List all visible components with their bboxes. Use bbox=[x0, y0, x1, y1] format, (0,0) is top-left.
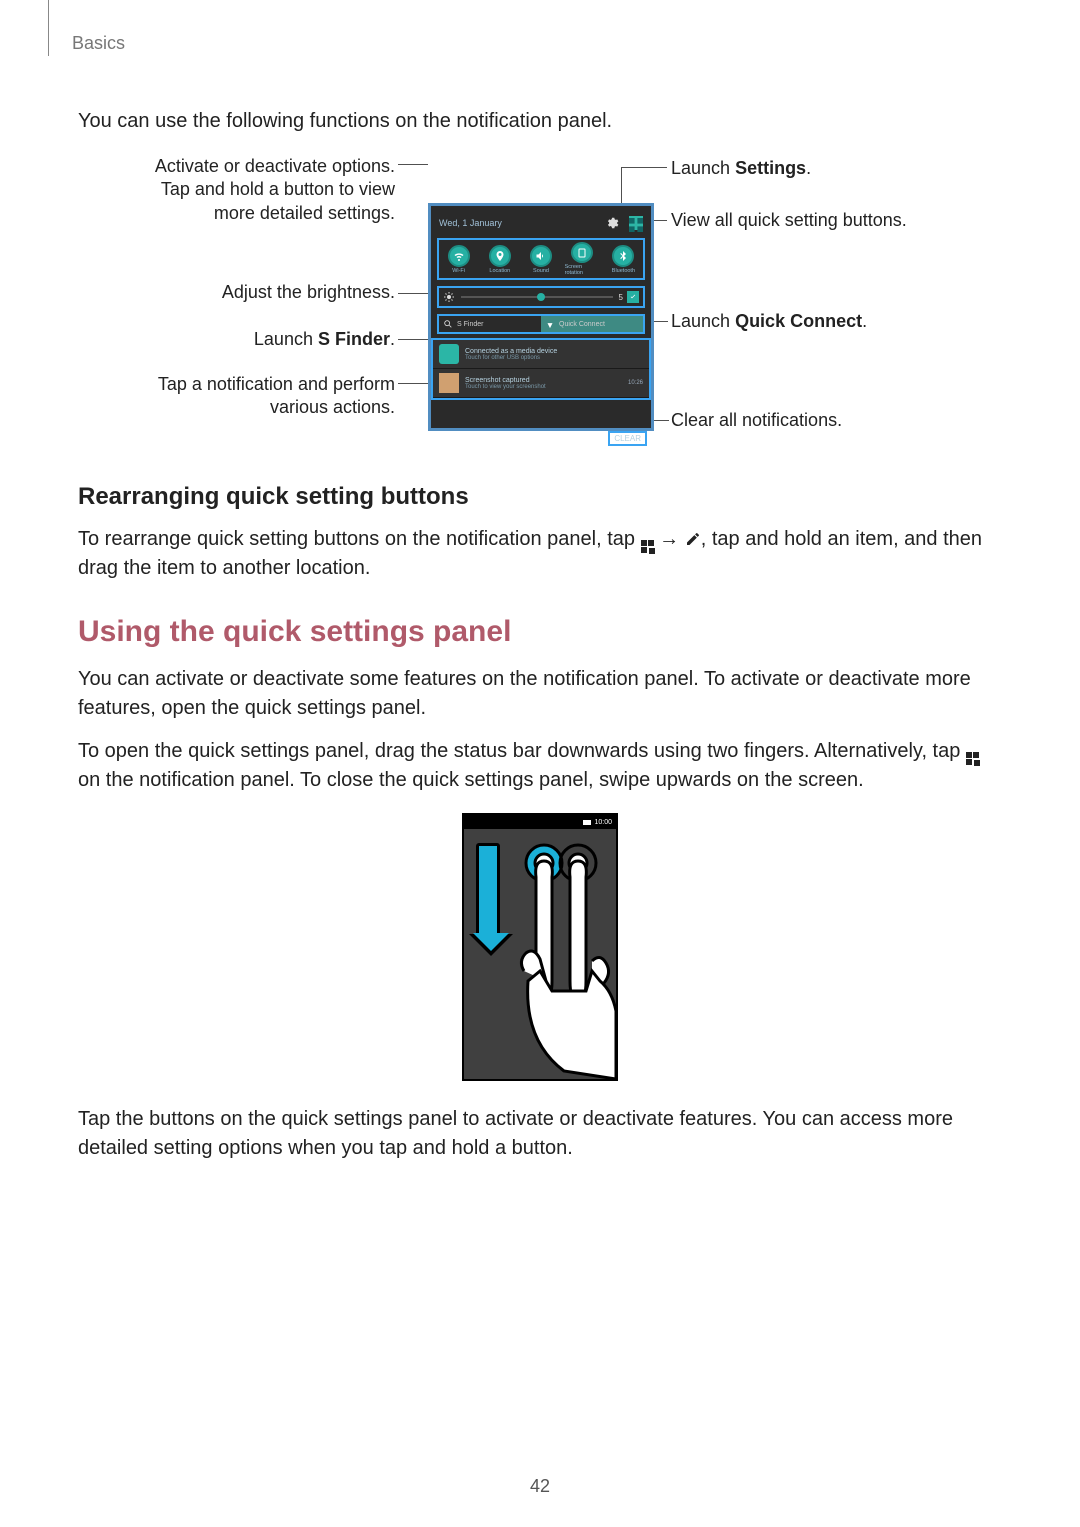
using-p3: Tap the buttons on the quick settings pa… bbox=[78, 1105, 1002, 1163]
qs-bluetooth: Bluetooth bbox=[606, 242, 641, 276]
using-p1: You can activate or deactivate some feat… bbox=[78, 665, 1002, 723]
notif-icon bbox=[439, 373, 459, 393]
clear-button: CLEAR bbox=[608, 431, 647, 446]
battery-icon bbox=[583, 820, 591, 825]
notification-panel-diagram: Activate or deactivate options. Tap and … bbox=[125, 153, 955, 443]
notif-title: Screenshot captured bbox=[465, 377, 546, 384]
qs-rotation: Screen rotation bbox=[565, 242, 600, 276]
header-rule bbox=[48, 0, 49, 56]
settings-pre: Launch bbox=[671, 158, 735, 178]
notification-list: Connected as a media device Touch for ot… bbox=[431, 338, 651, 400]
lead-options bbox=[398, 164, 428, 165]
grid-icon bbox=[641, 540, 654, 553]
callout-quickconnect: Launch Quick Connect. bbox=[671, 310, 867, 333]
finder-connect-row: S Finder Quick Connect bbox=[437, 314, 645, 334]
qc-post: . bbox=[862, 311, 867, 331]
using-heading: Using the quick settings panel bbox=[78, 615, 1002, 649]
list-item: Connected as a media device Touch for ot… bbox=[433, 340, 649, 369]
quick-settings-row: Wi-Fi Location Sound Screen rotation Blu… bbox=[437, 238, 645, 280]
notif-sub: Touch to view your screenshot bbox=[465, 384, 546, 390]
page-number: 42 bbox=[0, 1476, 1080, 1497]
gear-icon bbox=[605, 216, 619, 230]
callout-notif: Tap a notification and perform various a… bbox=[125, 373, 395, 420]
lead-notif bbox=[398, 383, 428, 384]
using-p2b: on the notification panel. To close the … bbox=[78, 769, 864, 791]
pencil-icon bbox=[685, 527, 701, 543]
auto-brightness-icon bbox=[627, 291, 639, 303]
quickconnect-label: Quick Connect bbox=[559, 321, 605, 328]
sfinder-bold: S Finder bbox=[318, 329, 390, 349]
qs-wifi: Wi-Fi bbox=[441, 242, 476, 276]
sfinder-post: . bbox=[390, 329, 395, 349]
qc-pre: Launch bbox=[671, 311, 735, 331]
hand-icon bbox=[504, 841, 616, 1079]
qc-bold: Quick Connect bbox=[735, 311, 862, 331]
callout-options: Activate or deactivate options. Tap and … bbox=[125, 155, 395, 225]
using-p2: To open the quick settings panel, drag t… bbox=[78, 737, 1002, 795]
rearranging-paragraph: To rearrange quick setting buttons on th… bbox=[78, 525, 1002, 583]
rearranging-heading: Rearranging quick setting buttons bbox=[78, 483, 1002, 511]
settings-bold: Settings bbox=[735, 158, 806, 178]
grid-icon bbox=[629, 216, 643, 230]
intro-text: You can use the following functions on t… bbox=[78, 110, 1002, 133]
notif-title: Connected as a media device bbox=[465, 348, 557, 355]
brightness-row: 5 bbox=[437, 286, 645, 308]
using-p2a: To open the quick settings panel, drag t… bbox=[78, 740, 966, 762]
status-time: 10:00 bbox=[594, 819, 612, 826]
section-name: Basics bbox=[72, 33, 125, 54]
qs-location: Location bbox=[482, 242, 517, 276]
notif-sub: Touch for other USB options bbox=[465, 355, 557, 361]
brightness-slider bbox=[461, 296, 613, 298]
brightness-value: 5 bbox=[619, 293, 623, 302]
lead-settings-h bbox=[621, 167, 667, 168]
swipe-down-arrow-icon bbox=[476, 843, 500, 937]
sfinder-cell: S Finder bbox=[439, 316, 541, 332]
list-item: Screenshot captured Touch to view your s… bbox=[433, 369, 649, 398]
notif-icon bbox=[439, 344, 459, 364]
callout-sfinder: Launch S Finder. bbox=[125, 328, 395, 351]
sfinder-pre: Launch bbox=[254, 329, 318, 349]
callout-clear: Clear all notifications. bbox=[671, 409, 842, 432]
statusbar: 10:00 bbox=[464, 815, 616, 829]
grid-icon bbox=[966, 752, 979, 765]
quickconnect-cell: Quick Connect bbox=[541, 316, 643, 332]
notif-time: 10:26 bbox=[628, 380, 643, 386]
qs-sound: Sound bbox=[523, 242, 558, 276]
callout-brightness: Adjust the brightness. bbox=[125, 281, 395, 304]
rearranging-arrow: → bbox=[654, 528, 685, 550]
phone-mockup: Wed, 1 January Wi-Fi Location Sound Scre… bbox=[428, 203, 654, 431]
settings-post: . bbox=[806, 158, 811, 178]
lead-brightness bbox=[398, 293, 428, 294]
callout-viewall: View all quick setting buttons. bbox=[671, 209, 907, 232]
two-finger-gesture-figure: 10:00 bbox=[462, 813, 618, 1081]
phone-date: Wed, 1 January bbox=[439, 218, 502, 228]
sfinder-label: S Finder bbox=[457, 321, 483, 328]
rearranging-p1a: To rearrange quick setting buttons on th… bbox=[78, 528, 641, 550]
callout-settings: Launch Settings. bbox=[671, 157, 811, 180]
